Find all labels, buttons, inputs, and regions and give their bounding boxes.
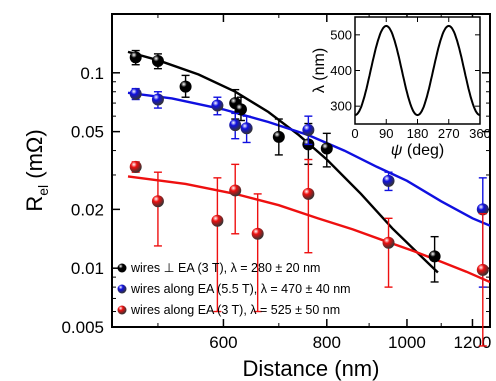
- inset-x-tick-label: 270: [438, 126, 460, 141]
- inset-frame: [354, 16, 481, 125]
- y-tick-label: 0.01: [71, 259, 104, 278]
- data-point: [229, 119, 242, 132]
- legend-marker: [117, 284, 127, 294]
- data-point: [240, 122, 253, 135]
- data-point: [129, 51, 142, 64]
- data-point: [302, 187, 315, 200]
- inset-x-tick-label: 180: [407, 126, 429, 141]
- inset-y-tick-label: 400: [330, 63, 352, 78]
- data-point: [251, 227, 264, 240]
- y-tick-label: 0.005: [61, 318, 104, 337]
- x-tick-label: 600: [209, 333, 237, 352]
- x-tick-label: 1000: [388, 333, 426, 352]
- plot-frame: [111, 13, 491, 328]
- legend-label: wires along EA (5.5 T), λ = 470 ± 40 nm: [130, 282, 351, 296]
- data-point: [428, 250, 441, 263]
- inset-x-tick-label: 90: [379, 126, 393, 141]
- data-point: [272, 130, 285, 143]
- data-point: [234, 103, 247, 116]
- fit-curve: [127, 175, 490, 284]
- data-point: [151, 54, 164, 67]
- legend-marker: [117, 305, 127, 315]
- inset-x-tick-label: 360: [469, 126, 491, 141]
- series-points-2: [129, 158, 489, 347]
- data-point: [151, 93, 164, 106]
- legend-marker: [117, 263, 127, 273]
- y-tick-label: 0.05: [71, 123, 104, 142]
- data-point: [476, 263, 489, 276]
- inset-x-symbol: ψ: [391, 142, 403, 159]
- legend-label: wires along EA (3 T), λ = 525 ± 50 nm: [130, 303, 340, 317]
- inset-y-tick-label: 500: [330, 27, 352, 42]
- x-tick-label: 800: [313, 333, 341, 352]
- main-plot: 0.005 0.01 0.02 0.05 0.1 600 800 1000 1200 Distan…: [22, 13, 492, 381]
- y-axis-title-unit: (mΩ): [22, 129, 47, 185]
- inset-y-tick-label: 300: [330, 99, 352, 114]
- y-axis-title: Rel (mΩ): [22, 129, 51, 211]
- inset-y-axis-title: λ (nm): [311, 48, 328, 93]
- data-point: [320, 142, 333, 155]
- fit-curve: [127, 91, 490, 227]
- inset-curve: [354, 24, 481, 117]
- legend: wires ⊥ EA (3 T), λ = 280 ± 20 nm wires a…: [117, 261, 351, 317]
- data-point: [179, 80, 192, 93]
- inset-x-axis-title: ψ (deg): [391, 142, 444, 159]
- data-point: [302, 123, 315, 136]
- data-point: [129, 160, 142, 173]
- legend-label: wires ⊥ EA (3 T), λ = 280 ± 20 nm: [130, 261, 320, 275]
- y-tick-label: 0.1: [80, 64, 104, 83]
- y-tick-label: 0.02: [71, 200, 104, 219]
- data-point: [211, 214, 224, 227]
- x-axis-title: Distance (nm): [243, 356, 380, 381]
- data-point: [211, 99, 224, 112]
- data-point: [476, 203, 489, 216]
- x-tick-label: 1200: [454, 333, 492, 352]
- data-point: [129, 87, 142, 100]
- inset-x-tick-label: 0: [351, 126, 358, 141]
- inset-y-unit: (nm): [311, 48, 328, 85]
- data-point: [151, 195, 164, 208]
- inset-plot: 0 90 180 270 360 300 400 500 ψ (deg) λ (nm): [311, 16, 491, 159]
- fit-curve: [127, 50, 439, 274]
- inset-x-unit: (deg): [402, 142, 444, 159]
- inset-y-symbol: λ: [311, 85, 328, 93]
- data-point: [382, 236, 395, 249]
- y-axis-title-main: R: [22, 196, 47, 212]
- data-point: [229, 184, 242, 197]
- y-axis-title-subscript: el: [35, 185, 51, 196]
- data-point: [382, 174, 395, 187]
